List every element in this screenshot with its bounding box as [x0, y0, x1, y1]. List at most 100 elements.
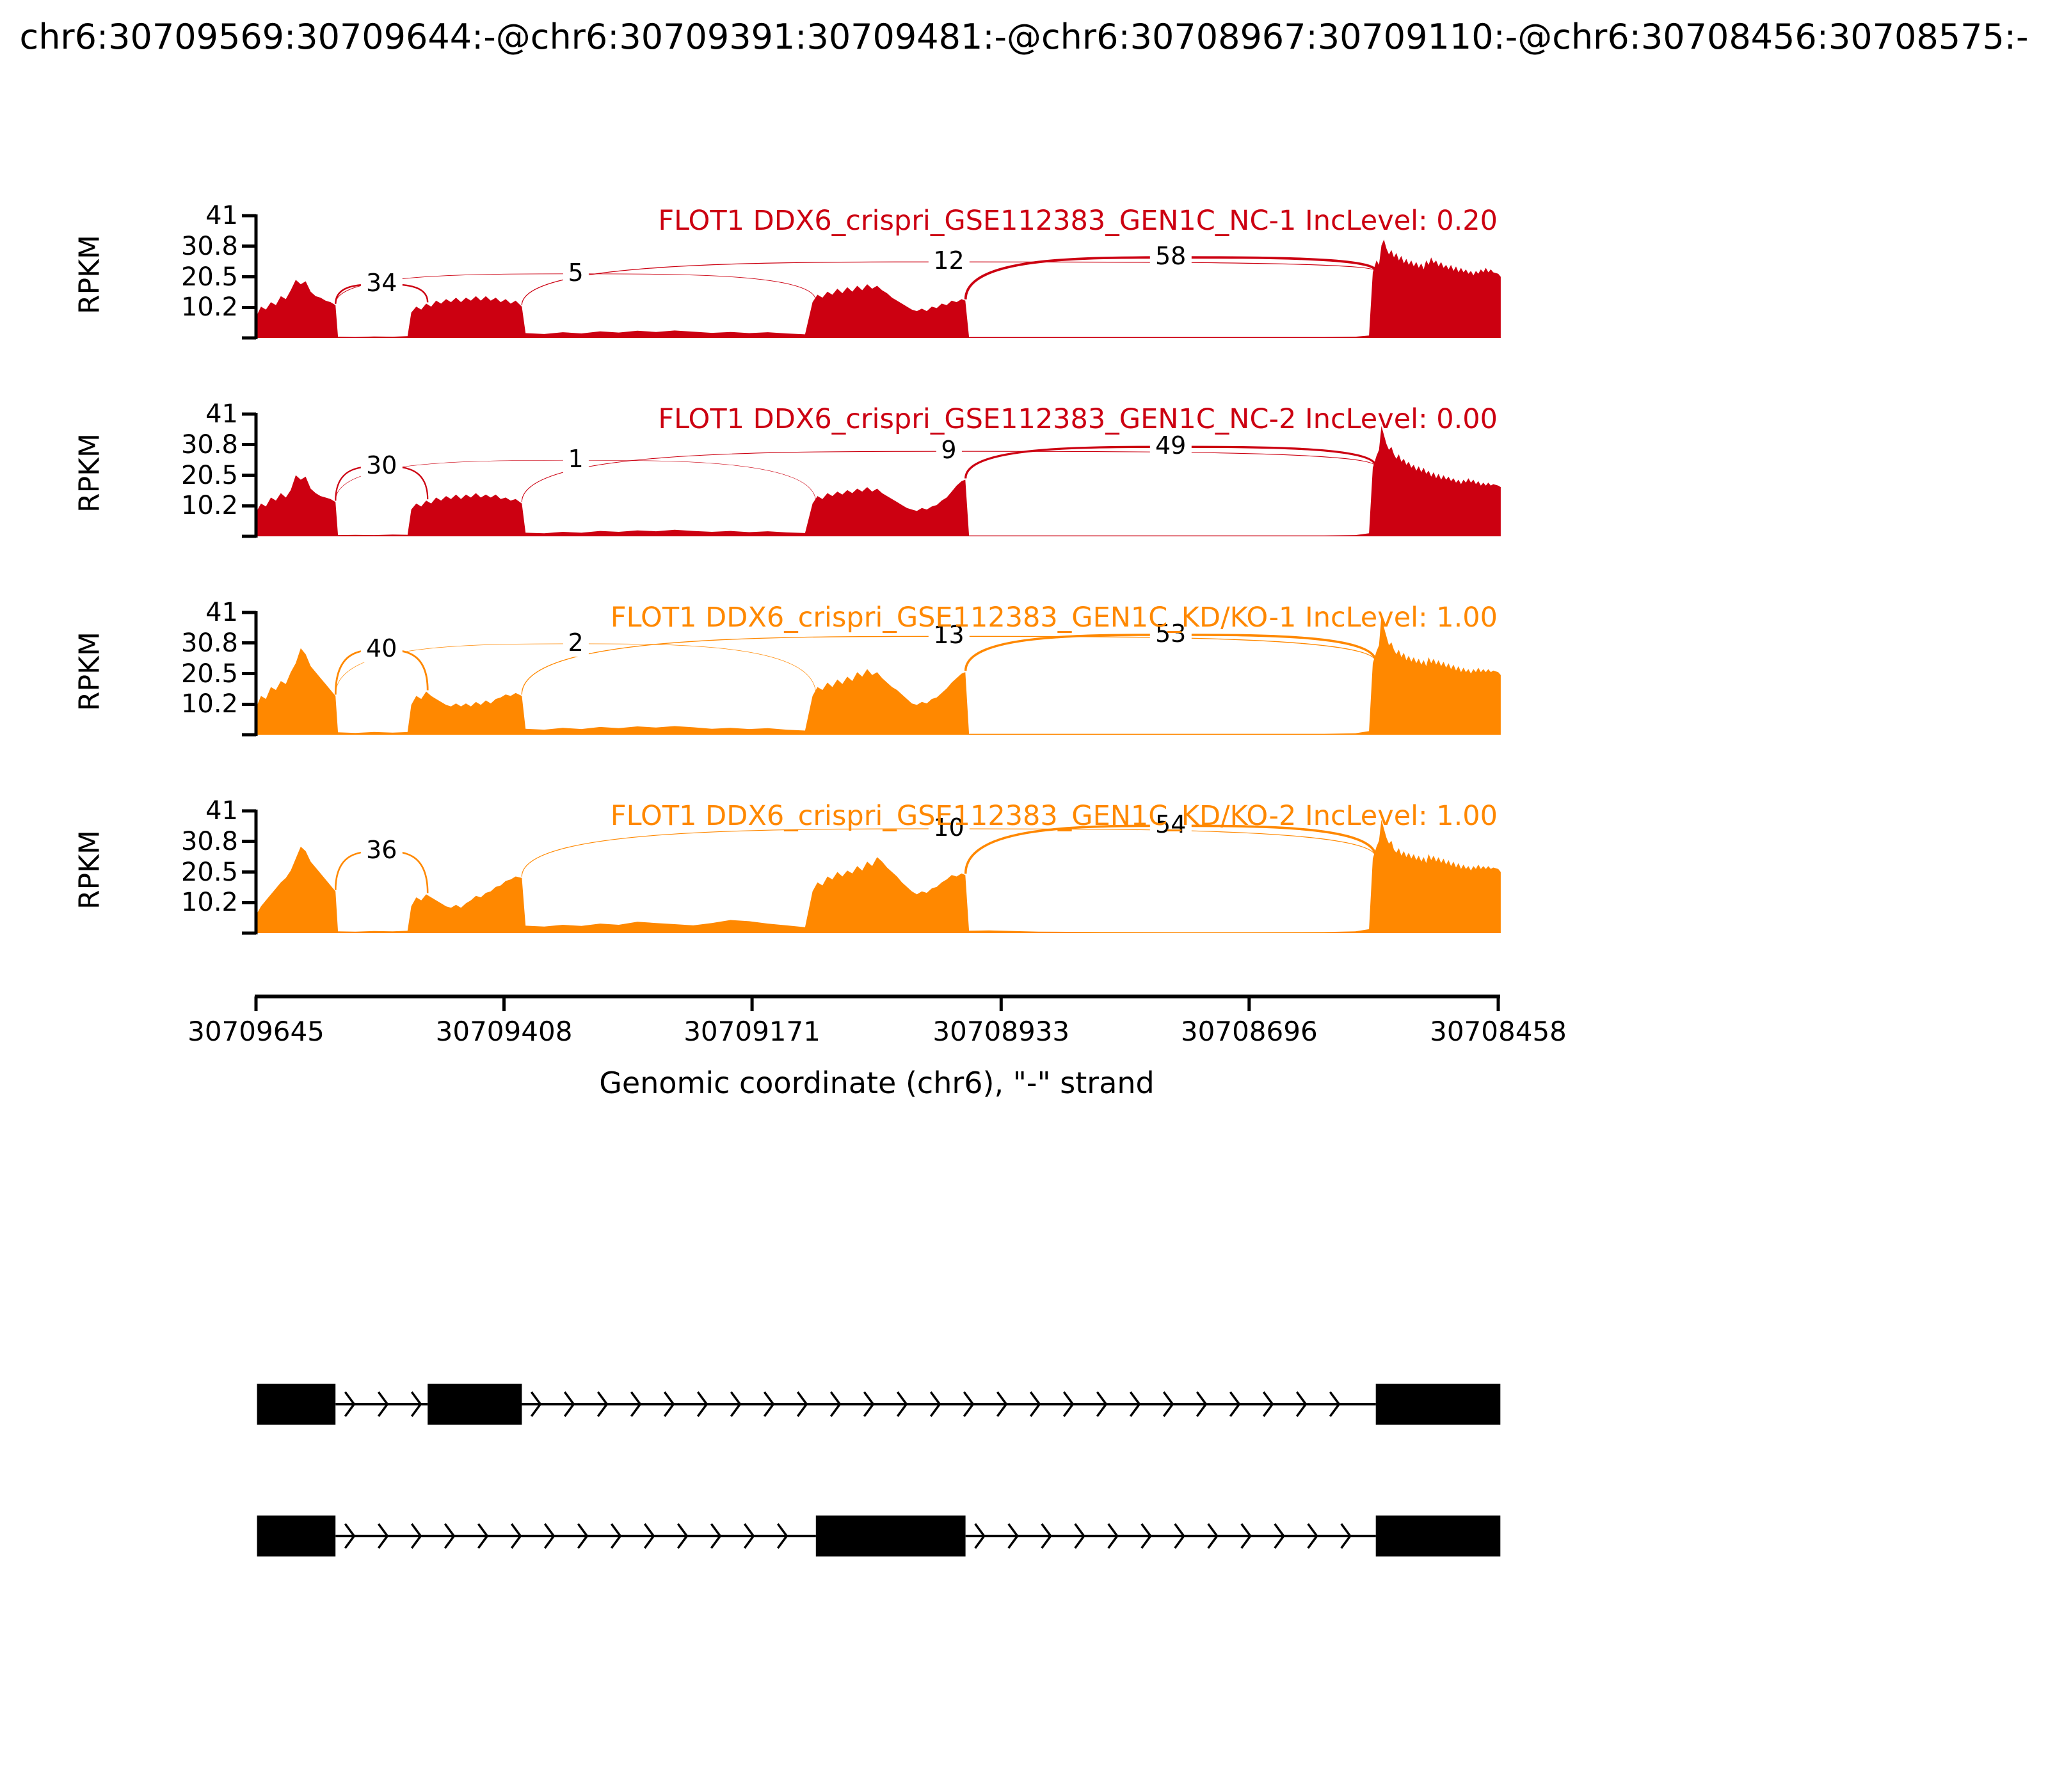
- strand-direction-arrow-icon: [1329, 1391, 1341, 1418]
- track-title: FLOT1 DDX6_crispri_GSE112383_GEN1C_KD/KO…: [610, 602, 1498, 634]
- strand-direction-arrow-icon: [477, 1523, 489, 1549]
- x-tick-label: 30708933: [932, 1016, 1070, 1047]
- strand-direction-arrow-icon: [596, 1391, 609, 1418]
- x-tick-label: 30709408: [435, 1016, 573, 1047]
- y-tick-label: 30.8: [180, 628, 238, 658]
- strand-direction-arrow-icon: [974, 1523, 986, 1549]
- strand-direction-arrow-icon: [530, 1391, 542, 1418]
- strand-direction-arrow-icon: [1207, 1523, 1219, 1549]
- junction-read-count: 30: [361, 451, 403, 479]
- strand-direction-arrow-icon: [696, 1391, 708, 1418]
- strand-direction-arrow-icon: [1107, 1523, 1119, 1549]
- strand-direction-arrow-icon: [796, 1391, 808, 1418]
- junction-read-count: 1: [563, 445, 589, 474]
- y-axis-label: RPKM: [73, 631, 106, 711]
- strand-direction-arrow-icon: [610, 1523, 622, 1549]
- strand-direction-arrow-icon: [1174, 1523, 1185, 1549]
- strand-direction-arrow-icon: [963, 1391, 975, 1418]
- strand-direction-arrow-icon: [630, 1391, 642, 1418]
- y-tick-label: 10.2: [180, 292, 238, 323]
- y-tick-label: 41: [205, 796, 238, 826]
- x-tick-label: 30709645: [188, 1016, 324, 1047]
- strand-direction-arrow-icon: [410, 1391, 422, 1418]
- exon-box: [257, 1384, 336, 1425]
- strand-direction-arrow-icon: [1041, 1523, 1052, 1549]
- y-axis-label: RPKM: [73, 234, 106, 314]
- strand-direction-arrow-icon: [829, 1391, 842, 1418]
- strand-direction-arrow-icon: [1295, 1391, 1308, 1418]
- junction-read-count: 34: [361, 269, 403, 298]
- strand-direction-arrow-icon: [743, 1523, 755, 1549]
- y-axis-label: RPKM: [73, 433, 106, 513]
- y-tick-label: 20.5: [180, 460, 238, 490]
- strand-direction-arrow-icon: [929, 1391, 941, 1418]
- strand-direction-arrow-icon: [377, 1391, 389, 1418]
- coverage-area-track-1: [256, 239, 1501, 338]
- strand-direction-arrow-icon: [730, 1391, 742, 1418]
- strand-direction-arrow-icon: [1262, 1391, 1274, 1418]
- strand-direction-arrow-icon: [1229, 1391, 1241, 1418]
- strand-direction-arrow-icon: [344, 1391, 356, 1418]
- strand-direction-arrow-icon: [1307, 1523, 1318, 1549]
- junction-read-count: 49: [1149, 431, 1192, 460]
- y-tick-label: 10.2: [180, 689, 238, 719]
- y-tick-label: 30.8: [180, 429, 238, 460]
- exon-box: [1375, 1516, 1501, 1556]
- strand-direction-arrow-icon: [643, 1523, 655, 1549]
- junction-read-count: 10: [928, 813, 970, 842]
- strand-direction-arrow-icon: [444, 1523, 456, 1549]
- junction-read-count: 40: [361, 634, 403, 663]
- strand-direction-arrow-icon: [1062, 1391, 1075, 1418]
- junction-read-count: 54: [1149, 810, 1192, 839]
- strand-direction-arrow-icon: [676, 1523, 689, 1549]
- y-tick-label: 41: [205, 201, 238, 230]
- y-tick-label: 41: [205, 598, 238, 627]
- junction-read-count: 53: [1149, 619, 1192, 648]
- coverage-area-track-4: [256, 820, 1501, 933]
- exon-box: [257, 1516, 336, 1556]
- strand-direction-arrow-icon: [1129, 1391, 1141, 1418]
- junction-read-count: 58: [1149, 242, 1192, 271]
- y-tick-label: 30.8: [180, 231, 238, 261]
- coverage-area-track-2: [256, 426, 1501, 536]
- exon-box: [1375, 1384, 1501, 1425]
- coverage-area-track-3: [256, 615, 1501, 735]
- strand-direction-arrow-icon: [1340, 1523, 1352, 1549]
- y-tick-label: 30.8: [180, 826, 238, 856]
- x-tick-label: 30708696: [1180, 1016, 1318, 1047]
- y-tick-label: 20.5: [180, 857, 238, 887]
- track-title: FLOT1 DDX6_crispri_GSE112383_GEN1C_KD/KO…: [610, 800, 1498, 832]
- figure-title: chr6:30709569:30709644:-@chr6:30709391:3…: [19, 17, 2029, 57]
- junction-read-count: 36: [361, 835, 403, 864]
- strand-direction-arrow-icon: [377, 1523, 389, 1549]
- strand-direction-arrow-icon: [1162, 1391, 1174, 1418]
- y-tick-label: 10.2: [180, 491, 238, 521]
- junction-read-count: 12: [928, 246, 970, 275]
- strand-direction-arrow-icon: [344, 1523, 356, 1549]
- strand-direction-arrow-icon: [510, 1523, 522, 1549]
- strand-direction-arrow-icon: [1029, 1391, 1041, 1418]
- strand-direction-arrow-icon: [663, 1391, 675, 1418]
- exon-box: [815, 1516, 966, 1556]
- strand-direction-arrow-icon: [1240, 1523, 1252, 1549]
- y-tick-label: 10.2: [180, 888, 238, 918]
- junction-read-count: 13: [928, 621, 970, 650]
- strand-direction-arrow-icon: [1074, 1523, 1085, 1549]
- strand-direction-arrow-icon: [563, 1391, 575, 1418]
- strand-direction-arrow-icon: [996, 1391, 1008, 1418]
- strand-direction-arrow-icon: [543, 1523, 556, 1549]
- y-tick-label: 20.5: [180, 659, 238, 689]
- x-tick-label: 30708458: [1430, 1016, 1567, 1047]
- x-axis-title: Genomic coordinate (chr6), "-" strand: [599, 1066, 1155, 1100]
- track-title: FLOT1 DDX6_crispri_GSE112383_GEN1C_NC-1 …: [658, 205, 1498, 237]
- strand-direction-arrow-icon: [1096, 1391, 1108, 1418]
- exon-box: [428, 1384, 522, 1425]
- junction-read-count: 5: [563, 258, 589, 287]
- strand-direction-arrow-icon: [896, 1391, 908, 1418]
- y-tick-label: 41: [205, 399, 238, 429]
- strand-direction-arrow-icon: [1196, 1391, 1208, 1418]
- x-tick-label: 30709171: [684, 1016, 820, 1047]
